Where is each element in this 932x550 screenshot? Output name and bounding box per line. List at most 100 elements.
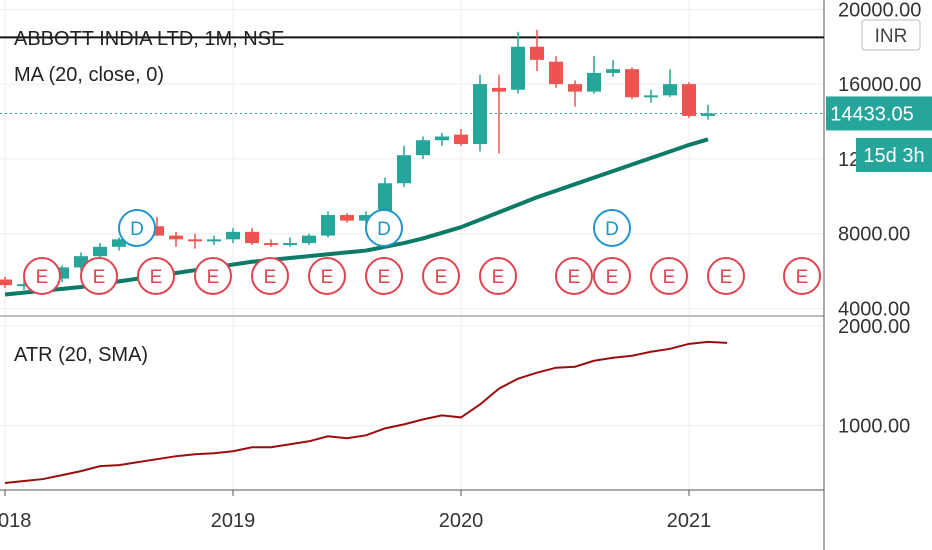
- candles: [0, 29, 715, 290]
- atr-tick-label: 2000.00: [838, 316, 910, 338]
- ma-line: [4, 137, 709, 297]
- candle-body: [207, 239, 221, 242]
- candle-body: [93, 246, 107, 257]
- last-price-badge: [826, 96, 932, 131]
- candle-body: [340, 215, 354, 221]
- marker-circle: [555, 257, 593, 295]
- earnings-marker[interactable]: E: [23, 257, 61, 295]
- candle-body: [606, 69, 620, 73]
- earnings-marker[interactable]: E: [137, 257, 175, 295]
- marker-circle: [707, 257, 745, 295]
- earnings-marker[interactable]: E: [194, 257, 232, 295]
- candle-body: [245, 231, 259, 244]
- candle-body: [226, 231, 240, 240]
- price-tick-label: 4000.00: [838, 299, 910, 321]
- candle-body: [17, 284, 31, 287]
- marker-circle: [118, 209, 156, 247]
- marker-circle: [308, 257, 346, 295]
- earnings-marker[interactable]: E: [422, 257, 460, 295]
- marker-letter: E: [663, 267, 676, 288]
- price-tick-label: 8000.00: [838, 224, 910, 246]
- time-tick-label: 2019: [211, 510, 256, 532]
- price-tick-label: 20000.00: [838, 0, 921, 21]
- marker-letter: D: [377, 219, 391, 240]
- candle-body: [397, 155, 411, 184]
- time-axis-ticks: 018 2019 2020 2021: [0, 490, 711, 532]
- candle-body: [378, 183, 392, 216]
- candle-body: [264, 243, 278, 246]
- earnings-marker[interactable]: E: [251, 257, 289, 295]
- earnings-marker[interactable]: E: [479, 257, 517, 295]
- candle-body: [188, 239, 202, 242]
- candle-body: [549, 61, 563, 85]
- candle-body: [321, 215, 335, 236]
- earnings-marker[interactable]: E: [80, 257, 118, 295]
- marker-letter: E: [321, 267, 334, 288]
- candle-body: [0, 279, 12, 286]
- marker-letter: E: [378, 267, 391, 288]
- atr-axis-ticks: 1000.00 2000.00: [838, 316, 910, 437]
- marker-circle: [422, 257, 460, 295]
- marker-letter: E: [568, 267, 581, 288]
- marker-circle: [137, 257, 175, 295]
- earnings-marker[interactable]: E: [555, 257, 593, 295]
- marker-circle: [80, 257, 118, 295]
- currency-label: INR: [875, 26, 908, 47]
- ma-series: [4, 137, 709, 297]
- marker-circle: [365, 257, 403, 295]
- candle-body: [283, 243, 297, 246]
- marker-letter: E: [36, 267, 49, 288]
- candle-body: [74, 256, 88, 268]
- dividend-marker[interactable]: D: [593, 209, 631, 247]
- candle-body: [150, 226, 164, 236]
- candle-body: [359, 215, 373, 221]
- candle-body: [473, 84, 487, 144]
- marker-circle: [593, 209, 631, 247]
- ma-legend: MA (20, close, 0): [14, 64, 164, 86]
- time-tick-label: 2021: [667, 510, 712, 532]
- symbol-title: ABBOTT INDIA LTD, 1M, NSE: [14, 28, 284, 50]
- last-price-label: 14433.05: [830, 103, 913, 125]
- marker-letter: E: [207, 267, 220, 288]
- candle-body: [587, 72, 601, 92]
- event-markers[interactable]: E E D E E E E D E E E E D E E E E: [23, 209, 821, 295]
- currency-badge[interactable]: [861, 19, 921, 51]
- marker-letter: E: [492, 267, 505, 288]
- marker-circle: [365, 209, 403, 247]
- earnings-marker[interactable]: E: [308, 257, 346, 295]
- marker-letter: E: [150, 267, 163, 288]
- earnings-marker[interactable]: E: [707, 257, 745, 295]
- marker-letter: E: [264, 267, 277, 288]
- time-tick-label: 018: [0, 510, 31, 532]
- marker-circle: [783, 257, 821, 295]
- atr-series: [4, 340, 728, 485]
- marker-letter: E: [606, 267, 619, 288]
- candle-body: [530, 46, 544, 60]
- candle-body: [302, 235, 316, 244]
- candle-body: [625, 69, 639, 98]
- marker-circle: [650, 257, 688, 295]
- earnings-marker[interactable]: E: [593, 257, 631, 295]
- marker-circle: [593, 257, 631, 295]
- marker-letter: E: [435, 267, 448, 288]
- dividend-marker[interactable]: D: [365, 209, 403, 247]
- marker-letter: E: [720, 267, 733, 288]
- atr-legend: ATR (20, SMA): [14, 344, 148, 366]
- dividend-marker[interactable]: D: [118, 209, 156, 247]
- candle-body: [568, 84, 582, 92]
- marker-circle: [23, 257, 61, 295]
- candle-body: [644, 95, 658, 98]
- marker-circle: [479, 257, 517, 295]
- candle-body: [492, 87, 506, 92]
- candle-body: [55, 267, 69, 279]
- price-tick-label: 16000.00: [838, 74, 921, 96]
- time-tick-label: 2020: [439, 510, 484, 532]
- earnings-marker[interactable]: E: [650, 257, 688, 295]
- candle-body: [701, 113, 715, 116]
- earnings-marker[interactable]: E: [365, 257, 403, 295]
- price-tick-label: 12: [838, 149, 860, 171]
- earnings-marker[interactable]: E: [783, 257, 821, 295]
- marker-circle: [251, 257, 289, 295]
- candle-body: [169, 235, 183, 240]
